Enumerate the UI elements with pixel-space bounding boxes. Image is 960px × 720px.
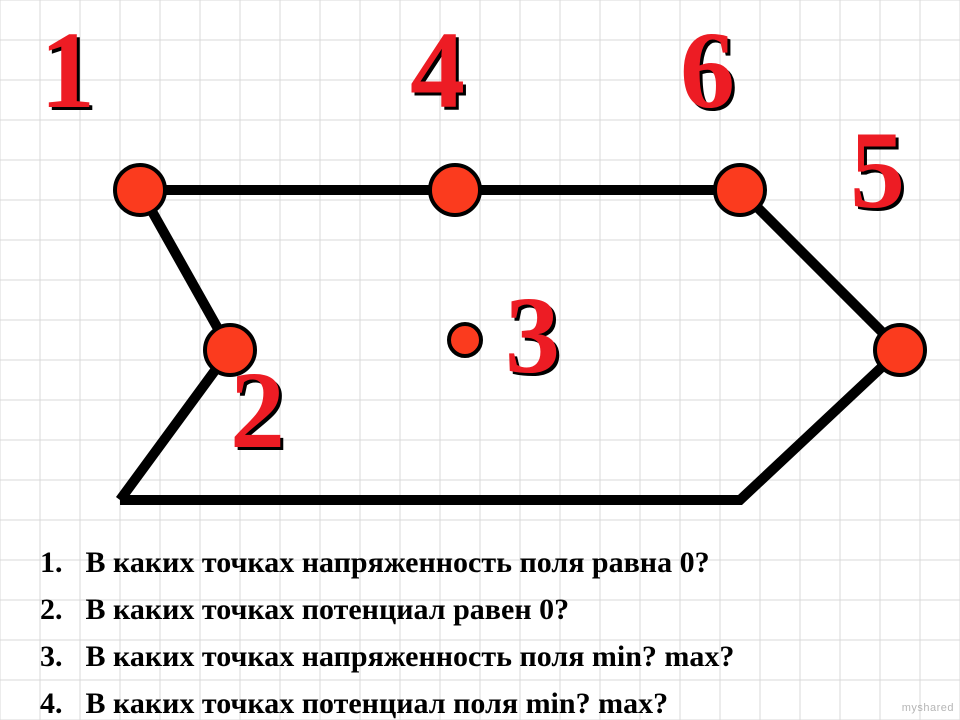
canvas: 11 44 66 55 33 22 1. В каких точках напряженн… bbox=[0, 0, 960, 720]
question-row: 4. В каких точках потенциал поля min? ma… bbox=[40, 681, 920, 720]
question-text: В каких точках напряженность поля min? m… bbox=[86, 640, 735, 673]
dot-1 bbox=[115, 165, 165, 215]
dot-6 bbox=[715, 165, 765, 215]
label-5: 55 bbox=[850, 115, 905, 225]
question-text: В каких точках потенциал поля min? max? bbox=[86, 687, 669, 720]
question-number: 3. bbox=[40, 634, 78, 679]
question-row: 3. В каких точках напряженность поля min… bbox=[40, 634, 920, 679]
question-text: В каких точках напряженность поля равна … bbox=[86, 546, 710, 579]
dot-5 bbox=[875, 325, 925, 375]
label-1: 11 bbox=[40, 15, 95, 125]
question-text: В каких точках потенциал равен 0? bbox=[86, 593, 570, 626]
question-number: 2. bbox=[40, 587, 78, 632]
questions-block: 1. В каких точках напряженность поля рав… bbox=[40, 540, 920, 720]
label-2: 22 bbox=[230, 355, 285, 465]
watermark: myshared bbox=[902, 702, 954, 714]
label-3: 33 bbox=[505, 280, 560, 390]
question-number: 1. bbox=[40, 540, 78, 585]
question-number: 4. bbox=[40, 681, 78, 720]
question-row: 1. В каких точках напряженность поля рав… bbox=[40, 540, 920, 585]
question-row: 2. В каких точках потенциал равен 0? bbox=[40, 587, 920, 632]
dot-3 bbox=[449, 324, 481, 356]
label-4: 44 bbox=[410, 15, 465, 125]
dot-4 bbox=[430, 165, 480, 215]
label-6: 66 bbox=[680, 15, 735, 125]
